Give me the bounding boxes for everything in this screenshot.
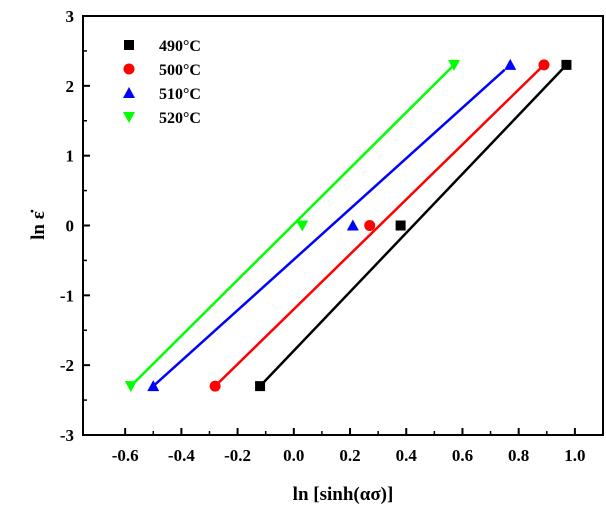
x-tick-label: 0.6 bbox=[452, 446, 473, 465]
y-tick-label: 3 bbox=[66, 7, 75, 26]
data-point-series-2 bbox=[504, 58, 517, 70]
data-point-series-0 bbox=[255, 381, 266, 392]
legend-label-series-1: 500°C bbox=[159, 62, 201, 79]
y-tick-label: -1 bbox=[60, 286, 74, 305]
y-tick-label: 2 bbox=[66, 77, 75, 96]
data-point-series-2 bbox=[147, 380, 160, 392]
axis-ticks bbox=[83, 15, 576, 436]
legend-marker-series-1 bbox=[123, 63, 135, 75]
legend-label-series-0: 490°C bbox=[159, 38, 201, 55]
legend-marker-series-0 bbox=[124, 40, 134, 50]
legend-label-series-3: 520°C bbox=[159, 110, 201, 127]
x-tick-label: -0.2 bbox=[224, 446, 251, 465]
x-tick-label: -0.4 bbox=[168, 446, 195, 465]
legend-marker-series-2 bbox=[123, 87, 135, 98]
data-point-series-1 bbox=[364, 220, 376, 231]
x-tick-label: 0.0 bbox=[283, 446, 304, 465]
data-point-series-3 bbox=[296, 220, 309, 232]
fit-line-series-2 bbox=[152, 68, 506, 388]
y-tick-label: 0 bbox=[66, 217, 75, 236]
x-tick-label: -0.6 bbox=[112, 446, 139, 465]
plot-frame bbox=[82, 15, 604, 436]
data-point-series-3 bbox=[124, 381, 137, 393]
legend-marker-series-3 bbox=[123, 112, 135, 123]
y-tick-label: 1 bbox=[66, 147, 75, 166]
x-tick-label: 0.2 bbox=[339, 446, 360, 465]
fit-lines bbox=[129, 63, 568, 388]
y-axis-label: ln ε̇ bbox=[28, 209, 49, 240]
data-point-series-1 bbox=[209, 380, 221, 392]
x-tick-label: 0.4 bbox=[396, 446, 418, 465]
y-tick-label: -3 bbox=[60, 426, 74, 445]
legend: 490°C 500°C 510°C 520°C bbox=[123, 38, 201, 127]
axis-tick-labels: -0.6 -0.4 -0.2 0.0 0.2 0.4 0.6 0.8 1.0 -3 -2 -1 0 1 2 3 bbox=[60, 7, 586, 465]
fit-line-series-0 bbox=[259, 64, 568, 387]
data-point-series-2 bbox=[346, 219, 359, 231]
data-point-series-0 bbox=[561, 59, 572, 70]
data-markers bbox=[124, 58, 572, 393]
data-point-series-3 bbox=[448, 59, 461, 71]
y-tick-label: -2 bbox=[60, 356, 74, 375]
legend-label-series-2: 510°C bbox=[159, 86, 201, 103]
x-axis-label: ln [sinh(ασ)] bbox=[293, 484, 394, 505]
data-point-series-1 bbox=[538, 59, 550, 71]
data-point-series-0 bbox=[395, 220, 406, 231]
fit-line-series-1 bbox=[214, 63, 545, 388]
x-tick-label: 1.0 bbox=[564, 446, 585, 465]
fit-line-series-3 bbox=[129, 63, 455, 388]
x-tick-label: 0.8 bbox=[508, 446, 529, 465]
